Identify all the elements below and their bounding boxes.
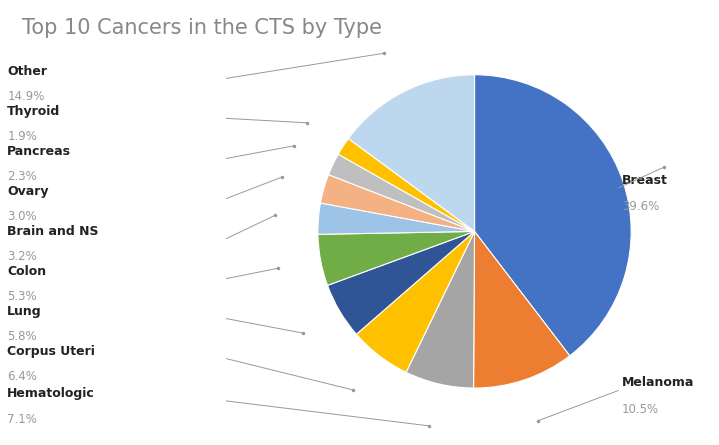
Wedge shape xyxy=(406,231,475,388)
Wedge shape xyxy=(357,231,475,372)
Wedge shape xyxy=(321,174,475,231)
Text: Top 10 Cancers in the CTS by Type: Top 10 Cancers in the CTS by Type xyxy=(22,18,382,38)
Wedge shape xyxy=(474,231,569,388)
Text: 2.3%: 2.3% xyxy=(7,170,37,183)
Wedge shape xyxy=(349,75,475,231)
Text: Corpus Uteri: Corpus Uteri xyxy=(7,345,95,358)
Text: 5.3%: 5.3% xyxy=(7,290,37,303)
Wedge shape xyxy=(327,231,475,334)
Wedge shape xyxy=(338,138,475,231)
Wedge shape xyxy=(475,75,631,356)
Text: Colon: Colon xyxy=(7,265,46,278)
Text: Melanoma: Melanoma xyxy=(622,376,695,389)
Text: Hematologic: Hematologic xyxy=(7,387,95,400)
Text: 3.0%: 3.0% xyxy=(7,210,37,223)
Text: Other: Other xyxy=(7,65,47,77)
Text: 5.8%: 5.8% xyxy=(7,330,37,343)
Text: Pancreas: Pancreas xyxy=(7,145,71,158)
Text: 1.9%: 1.9% xyxy=(7,130,37,143)
Wedge shape xyxy=(318,231,475,285)
Text: Ovary: Ovary xyxy=(7,185,49,198)
Text: Thyroid: Thyroid xyxy=(7,105,60,117)
Wedge shape xyxy=(329,154,475,231)
Text: 3.2%: 3.2% xyxy=(7,250,37,263)
Text: 7.1%: 7.1% xyxy=(7,413,37,425)
Text: Lung: Lung xyxy=(7,305,42,318)
Text: 10.5%: 10.5% xyxy=(622,403,659,416)
Text: Brain and NS: Brain and NS xyxy=(7,225,99,238)
Text: 39.6%: 39.6% xyxy=(622,200,659,213)
Text: 14.9%: 14.9% xyxy=(7,90,45,103)
Text: Breast: Breast xyxy=(622,174,668,186)
Text: 6.4%: 6.4% xyxy=(7,370,37,383)
Wedge shape xyxy=(318,203,475,235)
